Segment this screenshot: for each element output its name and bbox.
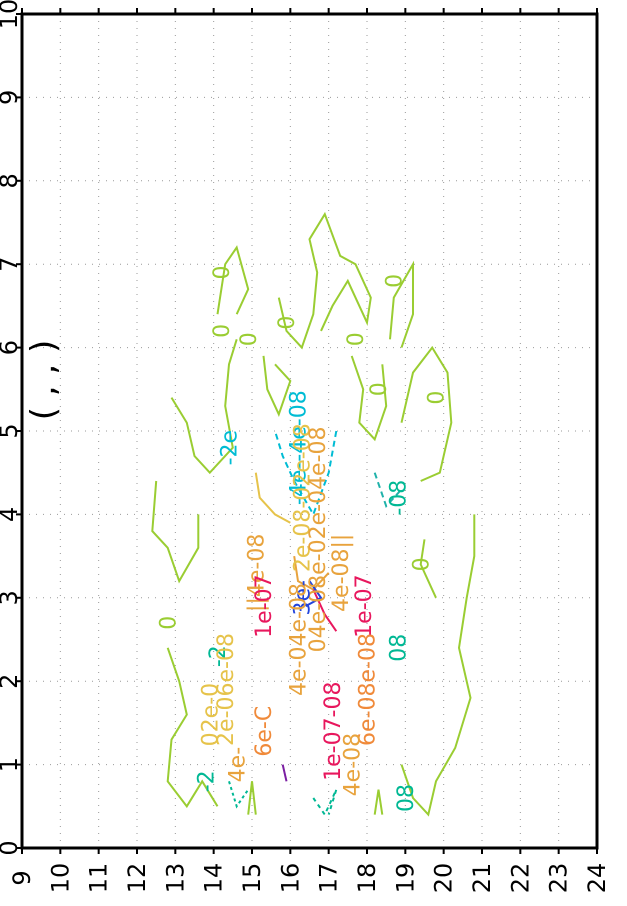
contour-line	[419, 539, 437, 599]
y-tick-label: 20	[430, 863, 458, 894]
contour-label: 0	[383, 274, 408, 288]
y-tick-label: 16	[276, 863, 304, 894]
y-tick-label: 19	[391, 863, 419, 894]
contour-line	[350, 355, 388, 442]
contour-label: 08	[386, 634, 411, 662]
contour-line	[293, 555, 330, 591]
contour-label: 02e-0	[199, 683, 224, 746]
y-tick-label: 11	[85, 863, 113, 894]
x-tick-label: 5	[0, 423, 23, 438]
y-tick-label: 15	[238, 863, 266, 894]
contour-line	[228, 781, 250, 809]
contour-label: 6e-08e-08	[356, 633, 381, 746]
y-tick-label: 9	[8, 870, 36, 885]
contour-line	[247, 781, 257, 815]
contour-label: 0	[156, 616, 181, 630]
x-tick-label: 10	[0, 0, 23, 29]
y-tick-label: 17	[315, 863, 343, 894]
contour-line	[262, 355, 292, 417]
contour-line	[312, 589, 338, 632]
contour-line	[281, 764, 288, 782]
x-tick-label: 1	[0, 757, 23, 772]
y-tick-label: 18	[353, 863, 381, 894]
contour-line	[151, 480, 200, 584]
x-axis-ticks: 0 1 2 3 4 5 6 7 8 9 10	[0, 0, 23, 856]
contour-label: 0	[275, 316, 300, 330]
contour-label: 0	[344, 332, 369, 346]
x-tick-label: 2	[0, 674, 23, 689]
contour-line	[312, 789, 338, 817]
x-tick-label: 4	[0, 507, 23, 522]
contour-label: 1e-07	[252, 574, 277, 637]
contour-label: 4e-08	[340, 733, 365, 796]
contour-label: 4e-	[225, 747, 250, 782]
contour-label: 2e-08-02e-08	[291, 423, 316, 572]
contour-line	[400, 345, 453, 482]
y-tick-label: 13	[161, 863, 189, 894]
contour-label: 0	[210, 266, 235, 280]
contour-label: 0	[425, 391, 450, 405]
contour-label: -2	[195, 770, 220, 792]
contour-label: 2e-06e-08	[214, 633, 239, 746]
contour-label: 0	[367, 382, 392, 396]
contour-label: 04e-08e-02e-04e-08	[306, 426, 331, 652]
contour-label: 3e-	[291, 580, 316, 615]
contour-label: 4e-08||	[329, 534, 354, 612]
y-axis-ticks: 9 10 11 12 13 14 15 16 17 18 19 20 21 22 23 24	[8, 8, 611, 893]
contour-label: 0	[409, 557, 434, 571]
x-tick-label: 3	[0, 590, 23, 605]
y-tick-label: 21	[468, 863, 496, 894]
contour-line	[170, 339, 238, 475]
x-tick-label: 0	[0, 840, 23, 855]
x-tick-label: 7	[0, 257, 23, 272]
contour-label: 1e-07-08	[321, 681, 346, 780]
contour-line	[166, 647, 219, 809]
contour-line	[373, 472, 403, 509]
contour-line	[389, 260, 414, 348]
x-tick-label: 9	[0, 90, 23, 105]
contour-label: ||4e-08	[245, 534, 270, 612]
y-tick-label: 23	[545, 863, 573, 894]
chart-title-fragment: ( , , )	[24, 340, 64, 421]
x-tick-label: 8	[0, 173, 23, 188]
contour-label: -2e	[218, 430, 243, 465]
dotted-grid	[22, 14, 597, 848]
contour-line	[216, 245, 250, 315]
contour-label: 0	[210, 324, 235, 338]
y-tick-label: 12	[123, 863, 151, 894]
contour-label: 08	[394, 784, 419, 812]
contour-line	[254, 472, 291, 524]
contour-lines	[151, 211, 476, 817]
contour-label: 0	[237, 332, 262, 346]
y-tick-label: 24	[583, 863, 611, 894]
contour-label: 1e-07	[352, 574, 377, 637]
contour-label: 4e-04e-08	[287, 583, 312, 696]
y-tick-label: 14	[200, 863, 228, 894]
y-tick-label: 22	[506, 863, 534, 894]
contour-label: -4e--4e-08	[287, 390, 312, 505]
contour-line	[305, 580, 323, 607]
contour-line	[277, 211, 372, 350]
x-tick-label: 6	[0, 340, 23, 355]
y-tick-label: 10	[46, 863, 74, 894]
contour-line	[274, 430, 338, 517]
contour-line	[400, 514, 476, 817]
contour-label: -2	[206, 645, 231, 667]
contour-label: 6e-C	[252, 706, 277, 757]
contour-label: -08	[386, 480, 411, 516]
contour-line	[373, 789, 384, 815]
